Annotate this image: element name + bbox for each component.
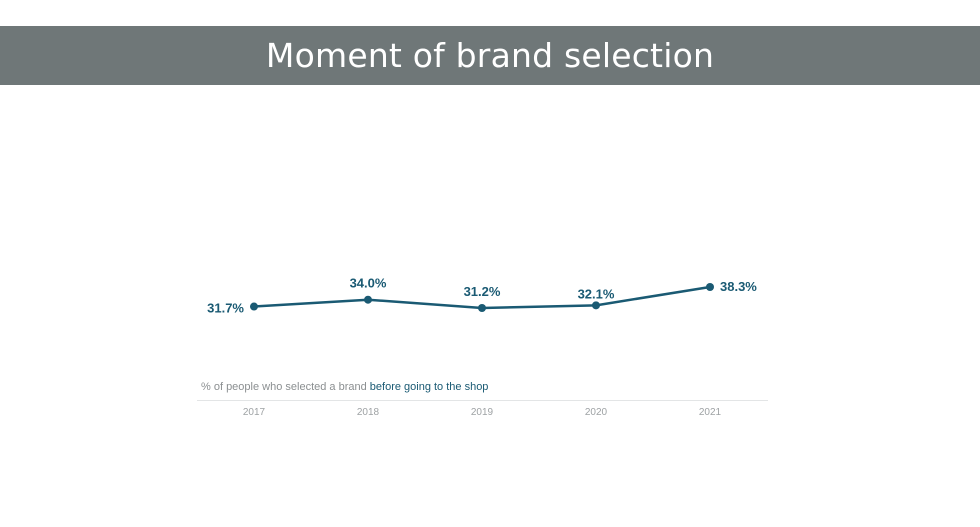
- x-tick-label-2018: 2018: [357, 407, 380, 418]
- data-point-2019: [478, 304, 486, 312]
- x-tick-label-2021: 2021: [699, 407, 722, 418]
- data-label-2020: 32.1%: [578, 286, 615, 301]
- data-labels-layer: 31.7% 34.0% 31.2% 32.1% 38.3%: [207, 276, 757, 316]
- data-label-2019: 31.2%: [464, 284, 501, 299]
- caption-prefix: % of people who selected a brand: [201, 381, 370, 393]
- x-tick-labels-layer: 2017 2018 2019 2020 2021: [243, 407, 722, 418]
- data-label-2021: 38.3%: [720, 279, 757, 294]
- data-label-2018: 34.0%: [350, 276, 387, 291]
- data-point-2021: [706, 283, 714, 291]
- data-point-2017: [250, 302, 258, 311]
- title-bar: Moment of brand selection: [0, 26, 980, 85]
- data-point-2020: [592, 301, 600, 310]
- x-tick-label-2017: 2017: [243, 407, 266, 418]
- caption-highlight: before going to the shop: [369, 381, 489, 393]
- data-point-2018: [364, 295, 372, 304]
- chart-caption: % of people who selected a brand before …: [201, 381, 488, 393]
- x-tick-label-2020: 2020: [585, 407, 608, 418]
- data-label-2017: 31.7%: [207, 301, 244, 316]
- page-title: Moment of brand selection: [265, 36, 715, 75]
- x-axis-baseline: [197, 400, 768, 401]
- x-tick-label-2019: 2019: [471, 407, 494, 418]
- points-layer: [250, 283, 714, 312]
